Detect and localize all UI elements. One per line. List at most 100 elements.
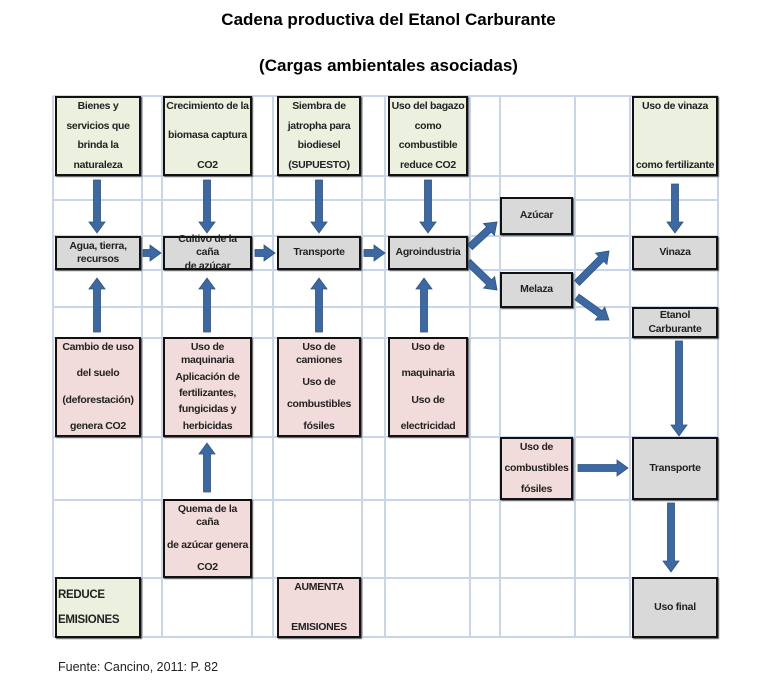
box-text-line: fertilizantes, (178, 387, 237, 399)
box-transporte2: Transporte (632, 437, 718, 500)
diagram-title: Cadena productiva del Etanol Carburante (221, 10, 556, 29)
box-etanol: Etanol Carburante (632, 307, 718, 338)
box-camiones: Uso de camiones Uso de combustibles fósiles (277, 337, 361, 437)
box-text-line: Transporte (293, 246, 345, 259)
box-text-line: Cultivo de la caña (178, 233, 237, 259)
box-combustibles: Uso de combustibles fósiles (500, 437, 573, 500)
box-vinaza: Vinaza (632, 236, 718, 270)
box-text-line: Uso de (411, 341, 445, 353)
box-text-line: del suelo (76, 367, 120, 380)
arrow-right-icon (254, 244, 276, 262)
box-text-line: combustible (398, 139, 458, 152)
box-text-line: Uso de (519, 441, 554, 453)
arrow-up-icon (310, 277, 328, 333)
box-agroindustria: Agroindustria (388, 236, 468, 270)
arrow-down-icon (666, 183, 684, 234)
box-text-line: reduce CO2 (400, 158, 456, 171)
arrow-up-icon (198, 442, 216, 493)
box-text-line: electricidad (400, 419, 456, 432)
box-text-line: como (414, 119, 442, 132)
box-text-line: genera CO2 (70, 419, 126, 432)
arrow-down-icon (662, 502, 680, 573)
box-text-line: de azúcar genera (167, 538, 248, 551)
box-text-line: herbicidas (182, 419, 233, 432)
box-text-line: recursos (77, 253, 119, 265)
box-text-line: de azúcar (184, 259, 231, 272)
arrow-right-icon (363, 244, 386, 262)
box-text-line: fungicidas y (178, 403, 237, 416)
box-text-line: Etanol Carburante (648, 309, 702, 335)
box-text-line: Uso de maquinaria (180, 341, 235, 367)
box-cambio-uso: Cambio de uso del suelo (deforestación) gen… (55, 337, 141, 437)
box-text-line: CO2 (197, 158, 218, 171)
box-text-line: fósiles (303, 419, 335, 432)
box-text-line: Uso de (411, 393, 445, 406)
box-text-line: Crecimiento de la (166, 100, 249, 112)
box-text-line: maquinaria (401, 367, 455, 380)
box-text-line: combustibles (504, 461, 569, 474)
box-text-line: Uso de (302, 376, 336, 389)
arrow-diagonal-up-icon (573, 250, 610, 287)
box-text-line: Uso del bagazo (391, 100, 465, 112)
box-cultivo: Cultivo de la caña de azúcar (163, 233, 252, 272)
box-text-line: EMISIONES (58, 613, 120, 626)
box-maquinaria-elec: Uso de maquinaria Uso de electricidad (388, 337, 468, 437)
arrow-down-icon (310, 179, 328, 234)
box-agua: Agua, tierra, recursos (55, 236, 141, 270)
box-text-line: brinda la (77, 139, 119, 152)
arrow-diagonal-down-icon (574, 293, 610, 321)
box-azucar: Azúcar (500, 197, 573, 235)
box-text-line: Siembra de (292, 100, 346, 112)
box-text-line: REDUCE (58, 589, 105, 602)
box-text-line: Uso de camiones (295, 341, 343, 367)
box-text-line: (SUPUESTO) (288, 158, 350, 171)
box-melaza: Melaza (500, 272, 573, 308)
arrow-right-icon (142, 244, 162, 262)
box-text-line: Bienes y (77, 100, 119, 112)
box-text-line: como fertilizante (635, 158, 715, 171)
box-vinaza-uso: Uso de vinaza como fertilizante (632, 96, 718, 176)
box-text-line: naturaleza (73, 158, 123, 171)
box-text-line: Agroindustria (395, 246, 461, 259)
box-transporte1: Transporte (277, 236, 361, 270)
box-aumenta: AUMENTA EMISIONES (277, 577, 361, 638)
box-text-line: biomasa captura (168, 129, 247, 142)
box-quema: Quema de la caña de azúcar genera CO2 (163, 499, 252, 578)
box-text-line: CO2 (197, 560, 218, 573)
box-text-line: fósiles (520, 482, 553, 495)
arrow-down-icon (419, 179, 437, 234)
box-text-line: combustibles (286, 397, 352, 410)
arrow-down-icon (88, 179, 106, 234)
box-text-line: Agua, tierra, (69, 239, 127, 252)
box-siembra: Siembra de jatropha para biodiesel (SUPUEST… (277, 96, 361, 176)
box-text-line: AUMENTA (294, 581, 344, 593)
arrow-diagonal-down-icon (465, 258, 498, 291)
box-text-line: (deforestación) (62, 393, 134, 406)
box-text-line: servicios que (66, 119, 130, 132)
arrow-right-icon (577, 459, 629, 477)
box-text-line: Uso de vinaza (641, 100, 709, 112)
box-crecimiento: Crecimiento de la biomasa captura CO2 (163, 96, 252, 176)
box-text-line: Cambio de uso (62, 341, 134, 353)
box-text-line: EMISIONES (291, 620, 347, 633)
box-maquinaria: Uso de maquinaria Aplicación de fertilizan… (163, 337, 252, 437)
box-text-line: Uso final (654, 600, 696, 613)
diagram-subtitle: (Cargas ambientales asociadas) (259, 56, 518, 75)
box-text-line: Vinaza (659, 246, 691, 259)
arrow-down-icon (670, 340, 688, 437)
arrow-up-icon (88, 277, 106, 333)
box-text-line: Quema de la caña (177, 503, 238, 529)
box-bagazo: Uso del bagazo como combustible reduce CO2 (388, 96, 468, 176)
arrow-diagonal-up-icon (467, 221, 498, 251)
box-text-line: Transporte (649, 461, 701, 474)
box-text-line: biodiesel (297, 139, 341, 152)
box-text-line: jatropha para (287, 119, 351, 132)
box-bienes: Bienes y servicios que brinda la naturaleza (55, 96, 141, 176)
box-text-line: Melaza (520, 283, 553, 296)
arrow-up-icon (198, 277, 216, 333)
box-uso-final: Uso final (632, 577, 718, 638)
source-note: Fuente: Cancino, 2011: P. 82 (58, 660, 219, 674)
box-text-line: Aplicación de (175, 370, 240, 383)
box-text-line: Azúcar (519, 209, 554, 222)
